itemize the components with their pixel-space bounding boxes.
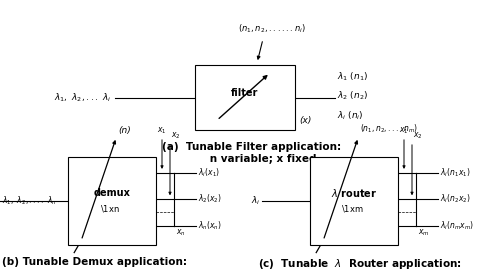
Text: $\backslash$1xn: $\backslash$1xn [100,204,120,214]
Bar [310,157,398,245]
Bar [195,65,295,130]
Text: $\lambda_2(x_2)$: $\lambda_2(x_2)$ [198,193,222,205]
Text: $x_1$: $x_1$ [157,126,167,136]
Text: $x_1$: $x_1$ [399,126,409,136]
Text: $\backslash$1xm: $\backslash$1xm [341,204,363,214]
Text: (n): (n) [118,126,131,135]
Text: $(n_1,n_2, ....n_m)$: $(n_1,n_2, ....n_m)$ [360,123,418,135]
Text: $\lambda_2\ (n_2)$: $\lambda_2\ (n_2)$ [337,90,368,102]
Text: $\lambda_i(n_mx_m)$: $\lambda_i(n_mx_m)$ [440,220,474,232]
Text: $\lambda$ router: $\lambda$ router [331,187,377,199]
Text: (b) Tunable Demux application:
      n fixed; x$_i$ variable: (b) Tunable Demux application: n fixed; … [2,257,187,270]
Bar [68,157,156,245]
Text: $x_n$: $x_n$ [176,228,186,238]
Text: $\lambda_1\ (n_1)$: $\lambda_1\ (n_1)$ [337,70,368,83]
Text: $(n_1,n_2,...... n_i)$: $(n_1,n_2,...... n_i)$ [238,22,306,35]
Text: $\lambda_1,\ \lambda_2,....\ \lambda_n$: $\lambda_1,\ \lambda_2,....\ \lambda_n$ [2,195,56,207]
Text: $\lambda_i\ (n_i)$: $\lambda_i\ (n_i)$ [337,109,363,122]
Text: (x): (x) [299,116,311,124]
Text: (a)  Tunable Filter application:
      n variable; x fixed: (a) Tunable Filter application: n variab… [162,142,342,164]
Text: $\lambda_i(x_1)$: $\lambda_i(x_1)$ [198,167,220,179]
Text: $\lambda_i(n_1x_1)$: $\lambda_i(n_1x_1)$ [440,167,471,179]
Text: $\lambda_n(x_n)$: $\lambda_n(x_n)$ [198,220,222,232]
Text: $x_2$: $x_2$ [413,130,423,141]
Text: $\lambda_i(n_2x_2)$: $\lambda_i(n_2x_2)$ [440,193,471,205]
Text: $x_2$: $x_2$ [171,130,180,141]
Text: $\lambda_1,\ \lambda_2,...\ \lambda_i$: $\lambda_1,\ \lambda_2,...\ \lambda_i$ [54,91,112,104]
Text: filter: filter [231,87,259,97]
Text: $x_m$: $x_m$ [418,228,429,238]
Text: (c)  Tunable  $\lambda$  Router application:
       n$_i$, x$_i$, variable: (c) Tunable $\lambda$ Router application… [258,257,462,270]
Text: $\lambda_i$: $\lambda_i$ [250,195,260,207]
Text: demux: demux [94,188,131,198]
